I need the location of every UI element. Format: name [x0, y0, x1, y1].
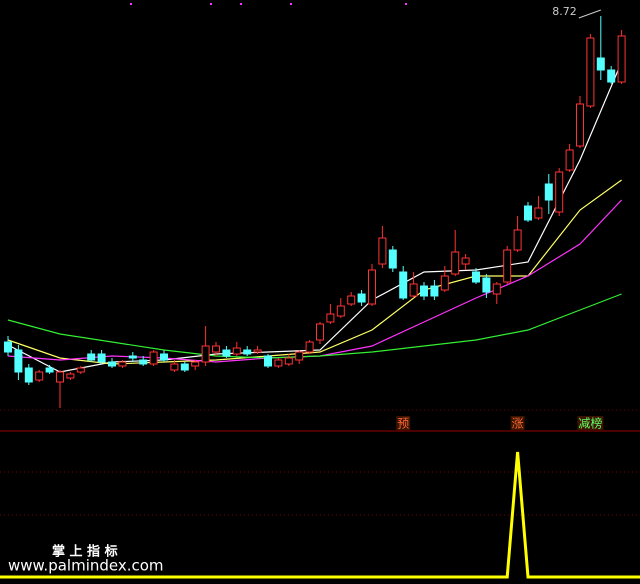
candle-body [586, 37, 595, 107]
candle-body [524, 205, 532, 221]
candle-body [316, 323, 324, 341]
candle-body [440, 275, 449, 291]
candle-body [513, 229, 522, 251]
candle-body [347, 295, 356, 305]
candle-body [399, 271, 408, 299]
candle-body [326, 313, 335, 323]
candle-body [492, 283, 501, 295]
signal-box [396, 416, 411, 430]
candle-body [596, 57, 605, 71]
candle-body [66, 373, 75, 379]
candle-body [295, 351, 304, 361]
grid [0, 409, 640, 516]
candle-body [284, 357, 293, 365]
candle-body [565, 149, 574, 171]
signal-label: 减榜 [578, 416, 602, 431]
candle-body [212, 345, 220, 353]
candle-body [56, 371, 64, 383]
candle-body [388, 249, 397, 269]
indicator-line [0, 451, 640, 579]
max-price-label: 8.72 [552, 5, 577, 18]
candle-body [24, 367, 33, 383]
candle-body [378, 237, 387, 265]
candle-body [35, 371, 44, 381]
candle-body [170, 363, 179, 371]
candle-body [534, 207, 543, 219]
candle-body [555, 171, 564, 213]
candle-body [482, 277, 491, 293]
max-arrow [578, 9, 601, 19]
candle-body [430, 285, 439, 297]
candle-body [108, 361, 116, 367]
candle-body [87, 353, 96, 361]
candle-body [4, 341, 12, 353]
candle-body [76, 367, 85, 373]
candle-body [368, 269, 376, 305]
candle-body [274, 359, 283, 367]
top-markers [130, 3, 407, 5]
candle-body [305, 341, 314, 353]
candle-body [180, 363, 189, 371]
candle-body [45, 367, 54, 373]
candle-body [128, 355, 137, 359]
candle-body [139, 359, 148, 365]
candle-body [472, 271, 480, 283]
candle-body [264, 355, 272, 367]
candle-body [14, 349, 23, 373]
candle-body [617, 35, 626, 83]
candle-body [357, 293, 366, 303]
candle-body [222, 349, 231, 357]
candle-body [191, 361, 200, 367]
candle-body [201, 345, 210, 363]
candle-body [576, 103, 584, 147]
candle-body [160, 353, 168, 361]
candle-body [243, 349, 252, 355]
signal-label: 预 [397, 417, 409, 431]
candle-body [336, 305, 345, 317]
candle-body [461, 257, 470, 265]
candle-body [253, 349, 262, 353]
candle-body [118, 361, 127, 367]
candle-body [544, 183, 553, 201]
candle-body [420, 285, 428, 297]
candle-body [149, 351, 158, 365]
candle-body [607, 69, 616, 83]
candle-body [232, 347, 241, 355]
candle-body [97, 353, 106, 363]
candle-body [409, 283, 418, 297]
watermark-title: 掌 上 指 标 [52, 544, 118, 560]
watermark-url: www.palmindex.com [8, 557, 164, 575]
signal-label: 涨 [512, 416, 524, 431]
signal-box [510, 416, 525, 430]
signal-box [577, 416, 604, 430]
candle-body [503, 249, 512, 283]
ma-line [7, 293, 622, 359]
candle-body [451, 251, 460, 275]
